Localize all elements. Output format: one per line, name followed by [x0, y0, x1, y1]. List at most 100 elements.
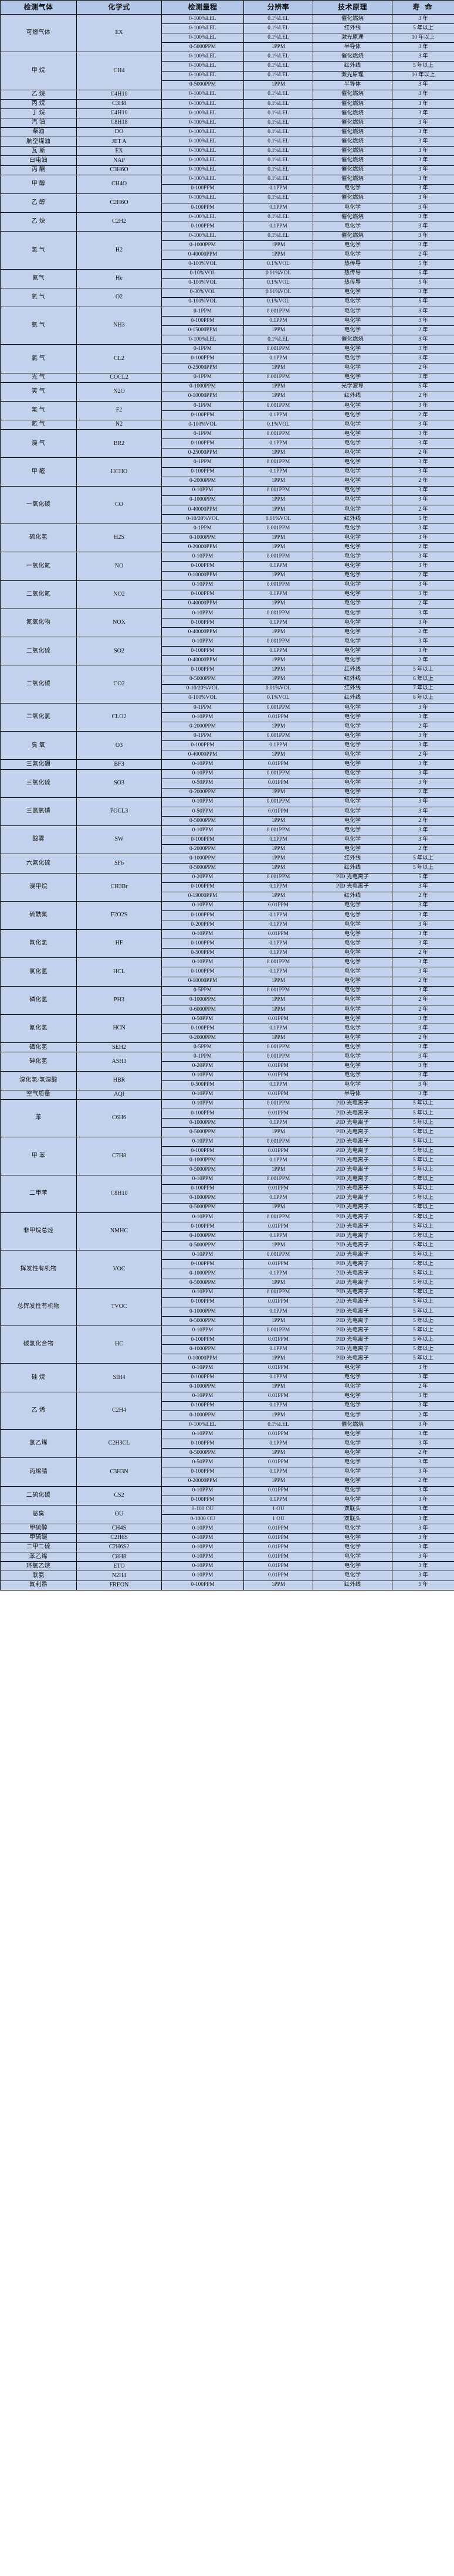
cell-lifetime: 3 年 — [392, 89, 454, 100]
cell-lifetime: 5 年以上 — [392, 1221, 454, 1232]
cell-technology: 半导体 — [313, 42, 392, 53]
cell-chemical-formula: C4H10 — [76, 89, 162, 100]
cell-lifetime: 2 年 — [392, 448, 454, 458]
cell-resolution: 0.01PPM — [243, 1429, 313, 1440]
cell-detection-range: 0-100%LEL — [161, 70, 244, 81]
table-row: 氯 气 CL2 0-1PPM 0.001PPM 电化学 3 年 — [0, 344, 454, 373]
table-row: 磷化氢 PH3 0-5PPM 0.001PPM 电化学 3 年 — [0, 985, 454, 1015]
cell-lifetime: 5 年以上 — [392, 1127, 454, 1138]
cell-lifetime: 2 年 — [392, 750, 454, 760]
cell-technology: 红外线 — [313, 693, 392, 704]
cell-resolution: 1PPM — [243, 504, 313, 515]
cell-resolution: 1 OU — [243, 1504, 313, 1515]
cell-resolution: 0.1%LEL — [243, 137, 313, 147]
cell-resolution: 0.001PPM — [243, 306, 313, 317]
table-row: 氮 气 N2 0-100%VOL 0.1%VOL 电化学 3 年 — [0, 420, 454, 430]
cell-chemical-formula: O3 — [76, 731, 162, 760]
cell-technology: 电化学 — [313, 504, 392, 515]
cell-detection-range: 0-10PPM — [161, 1561, 244, 1572]
cell-technology: 电化学 — [313, 1533, 392, 1544]
table-row: 二甲苯 C8H10 0-10PPM 0.001PPM PID 光电离子 5 年以上 — [0, 1174, 454, 1213]
cell-lifetime: 3 年 — [392, 287, 454, 298]
table-row: 0-20PPM 0.01PPM 电化学 3 年 — [1, 1061, 454, 1072]
cell-detection-range: 0-5000PPM — [161, 42, 244, 53]
cell-lifetime: 3 年 — [392, 1571, 454, 1581]
cell-resolution: 0.001PPM — [243, 400, 313, 411]
cell-technology: 电化学 — [313, 637, 392, 647]
cell-technology: 电化学 — [313, 485, 392, 496]
cell-detection-range: 0-1000PPM — [161, 1117, 244, 1129]
cell-lifetime: 3 年 — [392, 524, 454, 534]
cell-lifetime: 2 年 — [392, 627, 454, 638]
cell-lifetime: 5 年以上 — [392, 1156, 454, 1166]
cell-gas-name: 丙 烷 — [0, 98, 77, 109]
cell-resolution: 1PPM — [243, 42, 313, 53]
cell-chemical-formula: C8H8 — [76, 1552, 162, 1562]
cell-lifetime: 3 年 — [392, 702, 454, 713]
cell-lifetime: 3 年 — [392, 80, 454, 90]
cell-technology: 电化学 — [313, 1004, 392, 1015]
cell-resolution: 0.1%LEL — [243, 155, 313, 166]
cell-technology: PID 光电离子 — [313, 1146, 392, 1157]
cell-lifetime: 3 年 — [392, 429, 454, 440]
cell-resolution: 0.1%LEL — [243, 1419, 313, 1430]
cell-resolution: 0.01%VOL — [243, 269, 313, 279]
cell-detection-range: 0-100%LEL — [161, 193, 244, 203]
table-row: 一氧化碳 CO 0-10PPM 0.001PPM 电化学 3 年 — [0, 485, 454, 525]
cell-detection-range: 0-2000PPM — [161, 844, 244, 855]
cell-gas-name: 恶臭 — [0, 1504, 77, 1525]
cell-lifetime: 3 年 — [392, 127, 454, 138]
cell-technology: 电化学 — [313, 1363, 392, 1374]
cell-detection-range: 0-100PPM — [161, 222, 244, 232]
cell-technology: 电化学 — [313, 617, 392, 628]
table-row: 0-100PPM 0.01PPM PID 光电离子 5 年以上 — [1, 1259, 454, 1270]
cell-chemical-formula: C3H8 — [76, 98, 162, 109]
cell-detection-range: 0-1PPM — [161, 400, 244, 411]
cell-technology: 电化学 — [313, 797, 392, 807]
cell-detection-range: 0-2000PPM — [161, 787, 244, 798]
table-row: 甲 苯 C7H8 0-10PPM 0.001PPM PID 光电离子 5 年以上 — [0, 1137, 454, 1175]
cell-detection-range: 0-10000PPM — [161, 570, 244, 581]
cell-technology: 电化学 — [313, 420, 392, 430]
cell-resolution: 0.1PPM — [243, 410, 313, 421]
cell-gas-name: 航空煤油 — [0, 137, 77, 147]
cell-lifetime: 5 年 — [392, 514, 454, 525]
cell-chemical-formula: CO — [76, 485, 162, 525]
cell-lifetime: 3 年 — [392, 13, 454, 25]
cell-lifetime: 3 年 — [392, 1363, 454, 1374]
cell-technology: 电化学 — [313, 1552, 392, 1562]
cell-lifetime: 5 年以上 — [392, 1316, 454, 1327]
cell-detection-range: 0-100%LEL — [161, 23, 244, 34]
cell-resolution: 0.1PPM — [243, 354, 313, 364]
cell-lifetime: 3 年 — [392, 1391, 454, 1402]
cell-resolution: 0.1%LEL — [243, 193, 313, 203]
cell-resolution: 0.01PPM — [243, 1297, 313, 1307]
cell-detection-range: 0-100PPM — [161, 1146, 244, 1157]
cell-lifetime: 3 年 — [392, 769, 454, 779]
cell-technology: 电化学 — [313, 1486, 392, 1496]
table-row: 0-100PPM 0.1PPM 电化学 3 年 — [1, 467, 454, 477]
table-row: 联氨 N2H4 0-10PPM 0.01PPM 电化学 3 年 — [0, 1571, 454, 1581]
cell-chemical-formula: TVOC — [76, 1287, 162, 1327]
table-row: 可燃气体 EX 0-100%LEL 0.1%LEL 催化燃烧 3 年 — [0, 13, 454, 53]
cell-technology: 催化燃烧 — [313, 98, 392, 109]
cell-technology: 电化学 — [313, 995, 392, 1005]
cell-gas-name: 乙 炔 — [0, 212, 77, 232]
table-row: 二氧化氯 CLO2 0-1PPM 0.001PPM 电化学 3 年 — [0, 702, 454, 732]
table-row: 二氧化硫 SO2 0-10PPM 0.001PPM 电化学 3 年 — [0, 637, 454, 666]
cell-chemical-formula: CH4O — [76, 174, 162, 194]
table-row: 0-1000PPM 1PPM 电化学 2 年 — [1, 995, 454, 1005]
cell-chemical-formula: VOC — [76, 1250, 162, 1289]
cell-technology: PID 光电离子 — [313, 1278, 392, 1289]
cell-gas-name: 硫化氢 — [0, 524, 77, 553]
cell-lifetime: 5 年以上 — [392, 1335, 454, 1345]
cell-lifetime: 2 年 — [392, 542, 454, 553]
cell-technology: 电化学 — [313, 646, 392, 657]
cell-gas-name: 氨 气 — [0, 306, 77, 345]
table-row: 0-100PPM 0.1PPM 电化学 2 年 — [1, 410, 454, 421]
cell-resolution: 0.001PPM — [243, 957, 313, 968]
cell-gas-name: 氧 气 — [0, 287, 77, 307]
table-row: 氟利昂 FREON 0-100PPM 1PPM 红外线 5 年 — [0, 1580, 454, 1591]
cell-detection-range: 0-5PPM — [161, 1042, 244, 1053]
cell-chemical-formula: C3H6O — [76, 165, 162, 175]
